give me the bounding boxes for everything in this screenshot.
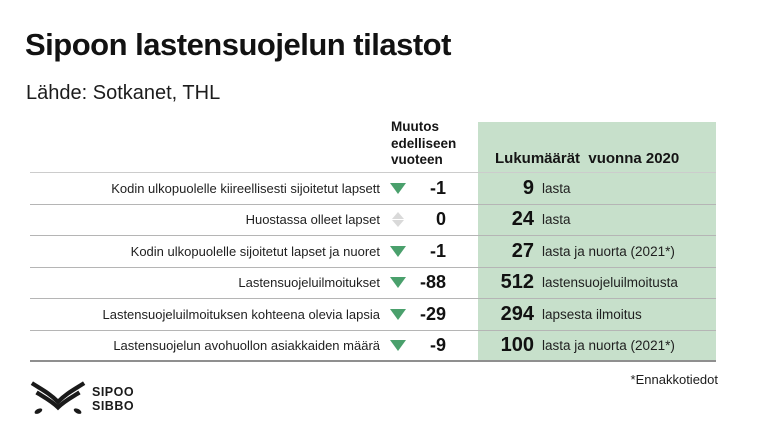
logo-line-sipoo: SIPOO: [92, 385, 135, 399]
sipoo-logo-icon: [30, 381, 86, 414]
change-value: -29: [419, 303, 446, 324]
change-value: -1: [429, 240, 446, 261]
row-label: Kodin ulkopuolelle kiireellisesti sijoit…: [111, 180, 380, 196]
count-unit: lasta: [542, 212, 571, 228]
decrease-triangle-icon: [390, 308, 406, 320]
count-value: 9: [522, 176, 534, 199]
table-row: Lastensuojeluilmoitukset -88 512 lastens…: [30, 268, 716, 299]
source-line: Lähde: Sotkanet, THL: [26, 82, 221, 104]
decrease-triangle-icon: [390, 339, 406, 351]
footnote: *Ennakkotiedot: [630, 372, 718, 387]
change-down-indicator: [380, 245, 416, 257]
row-label: Lastensuojelun avohuollon asiakkaiden mä…: [113, 337, 380, 353]
count-value: 100: [500, 333, 534, 356]
count-unit: lapsesta ilmoitus: [542, 306, 642, 322]
row-label: Lastensuojeluilmoituksen kohteena olevia…: [102, 306, 380, 322]
table-row: Kodin ulkopuolelle kiireellisesti sijoit…: [30, 173, 716, 205]
page-title: Sipoon lastensuojelun tilastot: [25, 27, 451, 62]
change-value: 0: [435, 209, 446, 230]
row-label: Kodin ulkopuolelle sijoitetut lapset ja …: [130, 243, 380, 259]
logo-line-sibbo: SIBBO: [92, 399, 135, 413]
change-down-indicator: [380, 308, 416, 320]
table-row: Kodin ulkopuolelle sijoitetut lapset ja …: [30, 236, 716, 268]
change-header-line: edelliseen: [391, 135, 457, 151]
count-unit: lasta ja nuorta (2021*): [542, 243, 675, 259]
decrease-triangle-icon: [390, 277, 406, 289]
count-value: 27: [511, 239, 534, 262]
change-value: -1: [429, 177, 446, 198]
change-value: -9: [429, 334, 446, 355]
table-row: Lastensuojeluilmoituksen kohteena olevia…: [30, 299, 716, 331]
count-value: 24: [511, 208, 534, 231]
count-unit: lasta ja nuorta (2021*): [542, 337, 675, 353]
decrease-triangle-icon: [390, 182, 406, 194]
change-down-indicator: [380, 182, 416, 194]
values-panel: [478, 122, 716, 362]
change-header-line: vuoteen: [391, 152, 443, 167]
count-unit: lastensuojeluilmoitusta: [542, 275, 678, 291]
count-value: 512: [500, 271, 534, 294]
table-row: Lastensuojelun avohuollon asiakkaiden mä…: [30, 331, 716, 362]
statistics-table: Kodin ulkopuolelle kiireellisesti sijoit…: [30, 172, 716, 362]
sipoo-logo: SIPOO SIBBO: [30, 381, 134, 417]
row-label: Lastensuojeluilmoitukset: [238, 275, 380, 291]
change-column-header: Muutos edelliseen vuoteen: [391, 119, 475, 169]
change-neutral-indicator: [380, 212, 416, 228]
decrease-triangle-icon: [390, 245, 406, 257]
change-down-indicator: [380, 277, 416, 289]
change-header-line: Muutos: [391, 119, 439, 134]
no-change-diamond-icon: [392, 212, 404, 228]
table-row: Huostassa olleet lapset 0 24 lasta: [30, 205, 716, 236]
sipoo-logo-text: SIPOO SIBBO: [92, 385, 134, 413]
count-value: 294: [500, 302, 534, 325]
values-column-header: Lukumäärät vuonna 2020: [495, 150, 680, 167]
count-unit: lasta: [542, 180, 571, 196]
row-label: Huostassa olleet lapset: [245, 212, 380, 228]
change-down-indicator: [380, 339, 416, 351]
change-value: -88: [419, 272, 446, 293]
